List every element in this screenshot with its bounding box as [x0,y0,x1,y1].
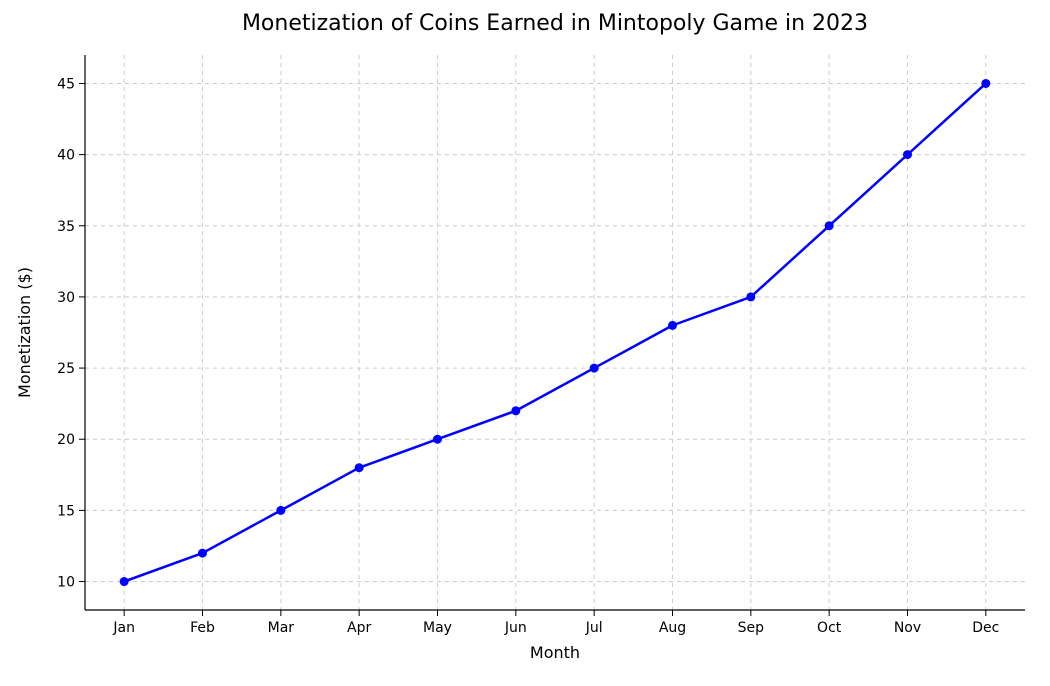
y-tick-label: 40 [57,148,75,164]
chart-title: Monetization of Coins Earned in Mintopol… [242,11,868,36]
y-axis-label: Monetization ($) [15,267,34,398]
y-tick-label: 45 [57,76,75,92]
data-marker [433,435,442,444]
x-axis-label: Month [530,643,580,662]
data-marker [825,221,834,230]
x-tick-label: Nov [894,620,921,636]
data-marker [590,364,599,373]
y-tick-label: 10 [57,575,75,591]
data-marker [198,549,207,558]
x-tick-label: Sep [738,620,765,636]
x-tick-label: Oct [817,620,842,636]
y-tick-label: 25 [57,361,75,377]
x-tick-label: Apr [347,620,371,636]
y-tick-label: 35 [57,219,75,235]
data-marker [355,463,364,472]
x-tick-label: Dec [972,620,999,636]
x-tick-label: Jul [585,620,603,636]
data-marker [120,577,129,586]
chart-background [0,0,1050,686]
data-marker [668,321,677,330]
x-tick-label: May [423,620,452,636]
data-marker [903,150,912,159]
x-tick-label: Feb [190,620,215,636]
data-marker [276,506,285,515]
line-chart: Jan Feb Mar Apr May Jun Jul Aug Sep Oct Nov Dec 10 15… [0,0,1050,686]
data-marker [981,79,990,88]
x-tick-label: Aug [659,620,686,636]
x-tick-label: Jun [504,620,527,636]
x-tick-label: Jan [112,620,135,636]
chart-container: Jan Feb Mar Apr May Jun Jul Aug Sep Oct Nov Dec 10 15… [0,0,1050,686]
data-marker [511,406,520,415]
y-tick-label: 20 [57,432,75,448]
y-tick-label: 30 [57,290,75,306]
x-tick-label: Mar [268,620,295,636]
y-tick-label: 15 [57,503,75,519]
data-marker [746,292,755,301]
